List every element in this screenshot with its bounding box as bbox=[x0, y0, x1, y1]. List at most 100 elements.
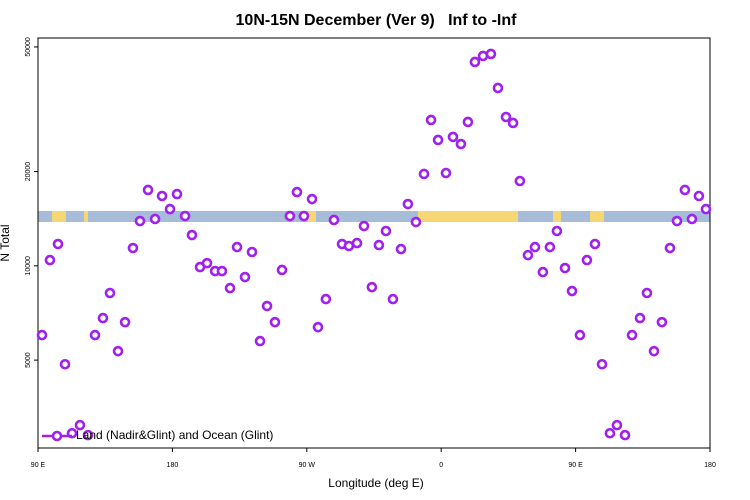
x-tick-label: 90 E bbox=[568, 462, 583, 469]
data-point bbox=[224, 282, 236, 294]
data-point bbox=[604, 427, 616, 439]
data-point bbox=[648, 345, 660, 357]
data-point bbox=[44, 254, 56, 266]
x-tick-label: 0 bbox=[439, 462, 443, 469]
data-point bbox=[514, 175, 526, 187]
data-point bbox=[112, 345, 124, 357]
data-point bbox=[596, 358, 608, 370]
y-tick-label: 20000 bbox=[25, 162, 32, 182]
data-point bbox=[149, 213, 161, 225]
data-point bbox=[626, 329, 638, 341]
data-point bbox=[418, 168, 430, 180]
data-point bbox=[380, 225, 392, 237]
data-point bbox=[485, 48, 497, 60]
x-tick-label: 90 W bbox=[299, 462, 316, 469]
data-point bbox=[284, 210, 296, 222]
data-point bbox=[231, 241, 243, 253]
data-point bbox=[492, 82, 504, 94]
plot-frame bbox=[37, 37, 711, 449]
x-tick-label: 180 bbox=[167, 462, 179, 469]
data-point bbox=[127, 242, 139, 254]
legend-label: Land (Nadir&Glint) and Ocean (Glint) bbox=[76, 428, 273, 442]
data-point bbox=[537, 266, 549, 278]
data-point bbox=[156, 190, 168, 202]
data-point bbox=[656, 316, 668, 328]
x-axis-label: Longitude (deg E) bbox=[328, 476, 423, 490]
data-point bbox=[366, 281, 378, 293]
data-point bbox=[254, 335, 266, 347]
data-point bbox=[679, 184, 691, 196]
data-point bbox=[142, 184, 154, 196]
data-point bbox=[119, 316, 131, 328]
data-point bbox=[641, 287, 653, 299]
data-point bbox=[574, 329, 586, 341]
data-point bbox=[611, 419, 623, 431]
data-point bbox=[619, 429, 631, 441]
data-point bbox=[358, 220, 370, 232]
y-tick-label: 5000 bbox=[25, 352, 32, 368]
data-point bbox=[566, 285, 578, 297]
data-point bbox=[269, 316, 281, 328]
y-tick-label: 50000 bbox=[25, 37, 32, 57]
data-point bbox=[186, 229, 198, 241]
data-point bbox=[581, 254, 593, 266]
data-point bbox=[671, 215, 683, 227]
data-point bbox=[395, 243, 407, 255]
data-point bbox=[201, 257, 213, 269]
legend-marker bbox=[51, 430, 63, 442]
data-point bbox=[425, 114, 437, 126]
data-point bbox=[97, 312, 109, 324]
data-point bbox=[312, 321, 324, 333]
data-point bbox=[179, 210, 191, 222]
data-point bbox=[216, 265, 228, 277]
data-point bbox=[469, 56, 481, 68]
data-point bbox=[432, 134, 444, 146]
data-point bbox=[52, 238, 64, 250]
data-point bbox=[164, 203, 176, 215]
data-point bbox=[700, 203, 712, 215]
data-point bbox=[328, 214, 340, 226]
data-point bbox=[500, 111, 512, 123]
data-point bbox=[410, 216, 422, 228]
data-point bbox=[522, 249, 534, 261]
data-point bbox=[447, 131, 459, 143]
data-point bbox=[239, 271, 251, 283]
data-point bbox=[320, 293, 332, 305]
x-tick-label: 90 E bbox=[31, 462, 46, 469]
data-point bbox=[634, 312, 646, 324]
data-point bbox=[351, 237, 363, 249]
data-point bbox=[36, 329, 48, 341]
data-point bbox=[507, 117, 519, 129]
data-point bbox=[440, 167, 452, 179]
data-point bbox=[298, 210, 310, 222]
data-point bbox=[306, 193, 318, 205]
y-tick-label: 10000 bbox=[25, 256, 32, 276]
data-point bbox=[544, 241, 556, 253]
data-point bbox=[664, 242, 676, 254]
data-point bbox=[89, 329, 101, 341]
data-point bbox=[59, 358, 71, 370]
data-point bbox=[291, 186, 303, 198]
data-point bbox=[686, 213, 698, 225]
data-point bbox=[551, 225, 563, 237]
data-point bbox=[373, 239, 385, 251]
legend-item: Land (Nadir&Glint) and Ocean (Glint) bbox=[42, 428, 273, 442]
data-point bbox=[693, 190, 705, 202]
data-point bbox=[589, 238, 601, 250]
data-point bbox=[455, 138, 467, 150]
data-point bbox=[82, 429, 94, 441]
y-axis-label: N Total bbox=[0, 224, 12, 261]
chart-title: 10N-15N December (Ver 9) Inf to -Inf bbox=[236, 12, 518, 29]
data-point bbox=[529, 241, 541, 253]
data-point bbox=[74, 419, 86, 431]
data-point bbox=[276, 264, 288, 276]
data-point bbox=[387, 293, 399, 305]
surface-strip bbox=[38, 211, 710, 222]
data-point bbox=[261, 300, 273, 312]
data-point bbox=[134, 215, 146, 227]
data-point bbox=[246, 246, 258, 258]
data-point bbox=[559, 262, 571, 274]
data-point bbox=[402, 198, 414, 210]
data-point bbox=[171, 188, 183, 200]
